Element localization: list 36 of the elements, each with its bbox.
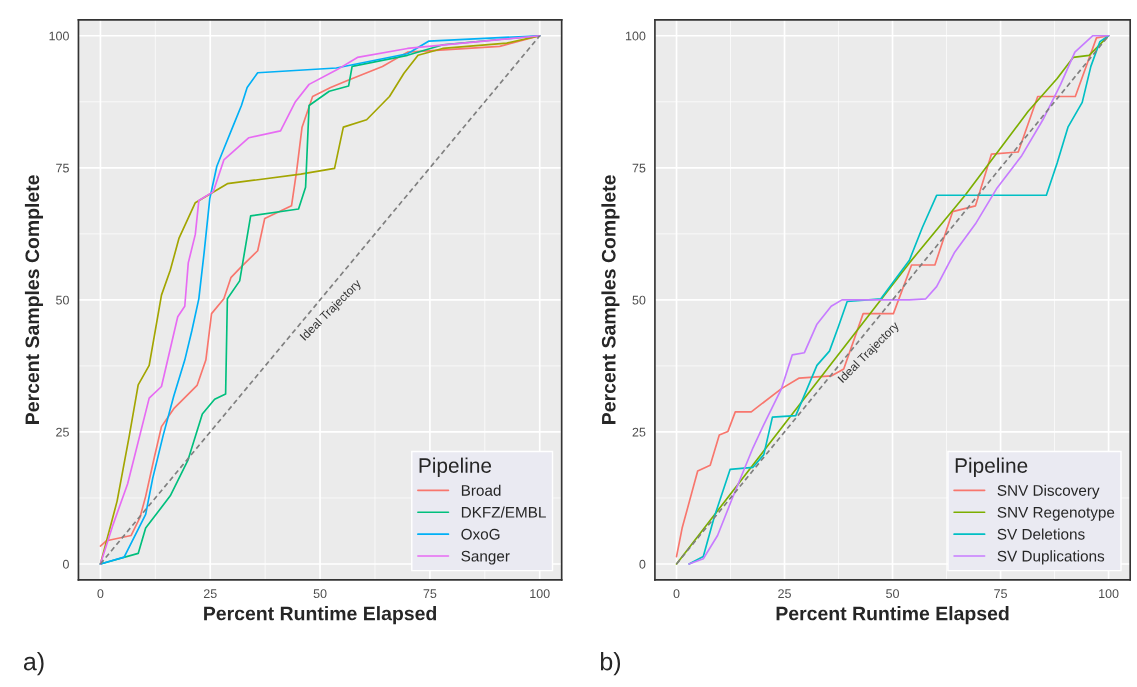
legend-title: Pipeline [955,457,1028,478]
y-axis-title: Percent Samples Complete [24,175,44,424]
legend-label: SV Duplications [997,550,1105,565]
legend-title: Pipeline [419,457,492,478]
legend-label: DKFZ/EMBL [461,506,546,518]
y-tick-label: 75 [56,163,69,173]
y-tick-label: 50 [632,295,646,305]
y-tick-label: 100 [625,31,646,41]
x-tick-label: 50 [313,589,327,599]
legend-label: OxoG [461,528,500,540]
x-tick-label: 0 [673,589,680,599]
y-tick-label: 25 [56,427,69,437]
x-tick-label: 100 [530,589,550,599]
y-tick-label: 0 [62,559,69,569]
y-tick-label: 0 [639,559,646,569]
legend-label: SNV Discovery [997,484,1100,499]
x-tick-label: 0 [97,589,104,599]
y-tick-label: 25 [632,427,646,437]
text: a) [23,652,44,676]
x-tick-label: 75 [423,589,437,599]
text: b) [600,652,621,676]
x-tick-label: 75 [994,589,1007,599]
x-axis-title: Percent Runtime Elapsed [204,606,437,625]
x-tick-label: 25 [203,589,217,599]
legend-label: Broad [461,484,501,496]
y-tick-label: 50 [56,295,69,305]
y-tick-label: 100 [49,31,69,41]
legend-label: Sanger [461,550,510,565]
legend-label: SNV Regenotype [997,506,1115,521]
x-axis-title: Percent Runtime Elapsed [776,606,1009,625]
legend-label: SV Deletions [997,528,1085,540]
x-tick-label: 25 [778,589,791,599]
x-tick-label: 100 [1099,589,1119,599]
x-tick-label: 50 [886,589,900,599]
y-tick-label: 75 [632,163,646,173]
y-axis-title: Percent Samples Complete [601,175,620,424]
